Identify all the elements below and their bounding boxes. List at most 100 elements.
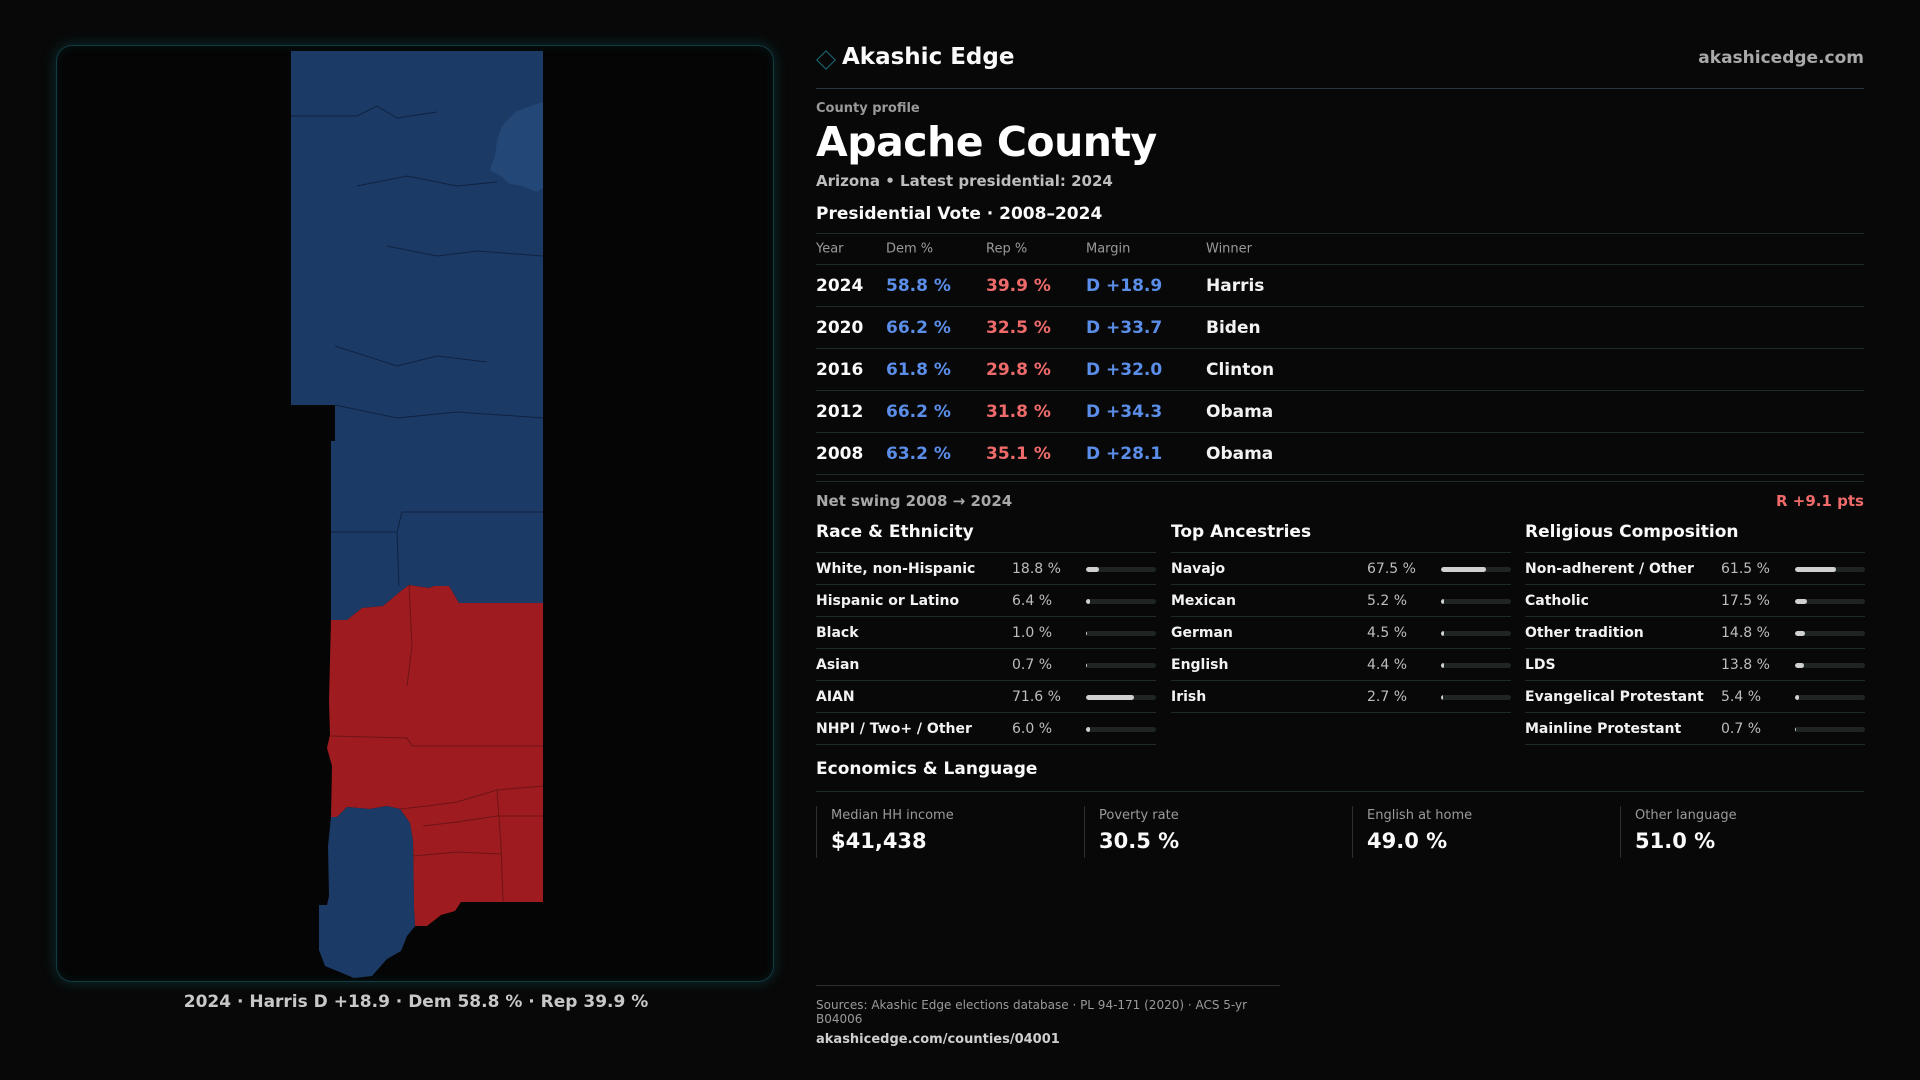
- percent-bar-fill: [1795, 599, 1807, 604]
- percent-bar: [1441, 631, 1511, 636]
- percent-bar-fill: [1441, 631, 1444, 636]
- item-label: Other tradition: [1525, 625, 1644, 641]
- map-boundaries-central: [330, 584, 544, 903]
- list-item: Irish 2.7 %: [1171, 681, 1511, 713]
- row-year: 2016: [816, 359, 864, 380]
- stat-poverty-rate: Poverty rate 30.5 %: [1084, 806, 1334, 858]
- percent-bar: [1795, 727, 1865, 732]
- row-margin: D +28.1: [1086, 443, 1163, 464]
- table-row: 2016 61.8 % 29.8 % D +32.0 Clinton: [816, 349, 1864, 391]
- page-title: Apache County: [816, 118, 1157, 166]
- row-rep: 29.8 %: [986, 359, 1051, 380]
- map-precinct-north[interactable]: [291, 51, 543, 620]
- percent-bar-fill: [1441, 567, 1486, 572]
- stat-value: 51.0 %: [1635, 829, 1716, 853]
- percent-bar: [1086, 663, 1156, 668]
- percent-bar: [1086, 567, 1156, 572]
- item-label: LDS: [1525, 657, 1556, 673]
- item-label: English: [1171, 657, 1229, 673]
- row-rep: 35.1 %: [986, 443, 1051, 464]
- list-item: German 4.5 %: [1171, 617, 1511, 649]
- item-label: White, non-Hispanic: [816, 561, 976, 577]
- row-year: 2012: [816, 401, 864, 422]
- list-item: Catholic 17.5 %: [1525, 585, 1865, 617]
- header-year: Year: [816, 241, 844, 257]
- map-caption: 2024 · Harris D +18.9 · Dem 58.8 % · Rep…: [183, 992, 649, 1012]
- item-label: AIAN: [816, 689, 855, 705]
- map-precinct-northeast[interactable]: [490, 102, 543, 192]
- percent-bar-fill: [1086, 695, 1134, 700]
- item-percent: 0.7 %: [1012, 657, 1053, 673]
- religion-section-title: Religious Composition: [1525, 520, 1865, 553]
- row-year: 2008: [816, 443, 864, 464]
- stat-label: Other language: [1635, 808, 1737, 823]
- percent-bar-fill: [1795, 663, 1805, 668]
- percent-bar: [1441, 663, 1511, 668]
- percent-bar: [1086, 727, 1156, 732]
- percent-bar: [1086, 631, 1156, 636]
- table-row: 2008 63.2 % 35.1 % D +28.1 Obama: [816, 433, 1864, 475]
- list-item: Hispanic or Latino 6.4 %: [816, 585, 1156, 617]
- page-kicker: County profile: [816, 101, 920, 116]
- row-margin: D +32.0: [1086, 359, 1163, 380]
- county-map[interactable]: [57, 46, 775, 983]
- row-dem: 63.2 %: [886, 443, 951, 464]
- item-label: Non-adherent / Other: [1525, 561, 1694, 577]
- stat-value: 49.0 %: [1367, 829, 1448, 853]
- percent-bar-fill: [1795, 567, 1836, 572]
- race-list: White, non-Hispanic 18.8 % Hispanic or Lat…: [816, 553, 1156, 745]
- percent-bar-fill: [1795, 727, 1797, 732]
- item-label: Mainline Protestant: [1525, 721, 1682, 737]
- site-link[interactable]: akashicedge.com: [1698, 48, 1864, 68]
- ancestry-section: Top Ancestries Navajo 67.5 % Mexican 5.2 % G…: [1171, 520, 1511, 713]
- item-percent: 1.0 %: [1012, 625, 1053, 641]
- net-swing: Net swing 2008 → 2024 R +9.1 pts: [816, 481, 1864, 518]
- percent-bar: [1795, 567, 1865, 572]
- percent-bar: [1086, 695, 1156, 700]
- list-item: Mexican 5.2 %: [1171, 585, 1511, 617]
- item-percent: 5.2 %: [1367, 593, 1408, 609]
- header-rep: Rep %: [986, 241, 1028, 257]
- row-rep: 31.8 %: [986, 401, 1051, 422]
- percent-bar: [1441, 567, 1511, 572]
- percent-bar-fill: [1441, 599, 1445, 604]
- religion-section: Religious Composition Non-adherent / Oth…: [1525, 520, 1865, 745]
- source-url-link[interactable]: akashicedge.com/counties/04001: [816, 1032, 1060, 1047]
- percent-bar-fill: [1441, 663, 1444, 668]
- stat-value: 30.5 %: [1099, 829, 1180, 853]
- map-precinct-central[interactable]: [327, 585, 543, 926]
- race-section-title: Race & Ethnicity: [816, 520, 1156, 553]
- net-swing-label: Net swing 2008 → 2024: [816, 492, 1013, 510]
- stat-other-language: Other language 51.0 %: [1620, 806, 1870, 858]
- list-item: NHPI / Two+ / Other 6.0 %: [816, 713, 1156, 745]
- item-percent: 17.5 %: [1721, 593, 1770, 609]
- vote-section-title: Presidential Vote · 2008–2024: [816, 204, 1103, 224]
- stat-label: Median HH income: [831, 808, 954, 823]
- sources-footer: Sources: Akashic Edge elections database…: [816, 985, 1280, 1047]
- row-dem: 58.8 %: [886, 275, 951, 296]
- stat-label: English at home: [1367, 808, 1473, 823]
- item-percent: 14.8 %: [1721, 625, 1770, 641]
- item-label: Mexican: [1171, 593, 1236, 609]
- row-winner: Clinton: [1206, 359, 1275, 380]
- sources-text: Sources: Akashic Edge elections database…: [816, 998, 1248, 1026]
- table-row: 2012 66.2 % 31.8 % D +34.3 Obama: [816, 391, 1864, 433]
- list-item: English 4.4 %: [1171, 649, 1511, 681]
- percent-bar: [1441, 599, 1511, 604]
- percent-bar-fill: [1795, 695, 1799, 700]
- header-margin: Margin: [1086, 241, 1131, 257]
- race-section: Race & Ethnicity White, non-Hispanic 18.8…: [816, 520, 1156, 745]
- item-percent: 67.5 %: [1367, 561, 1416, 577]
- row-margin: D +34.3: [1086, 401, 1163, 422]
- map-precinct-south[interactable]: [319, 806, 415, 978]
- stat-value: $41,438: [831, 829, 927, 853]
- item-percent: 5.4 %: [1721, 689, 1762, 705]
- row-margin: D +33.7: [1086, 317, 1163, 338]
- brand-name[interactable]: Akashic Edge: [842, 44, 1015, 70]
- row-year: 2020: [816, 317, 864, 338]
- item-label: Black: [816, 625, 859, 641]
- percent-bar-fill: [1795, 631, 1805, 636]
- item-percent: 4.5 %: [1367, 625, 1408, 641]
- row-dem: 61.8 %: [886, 359, 951, 380]
- percent-bar: [1086, 599, 1156, 604]
